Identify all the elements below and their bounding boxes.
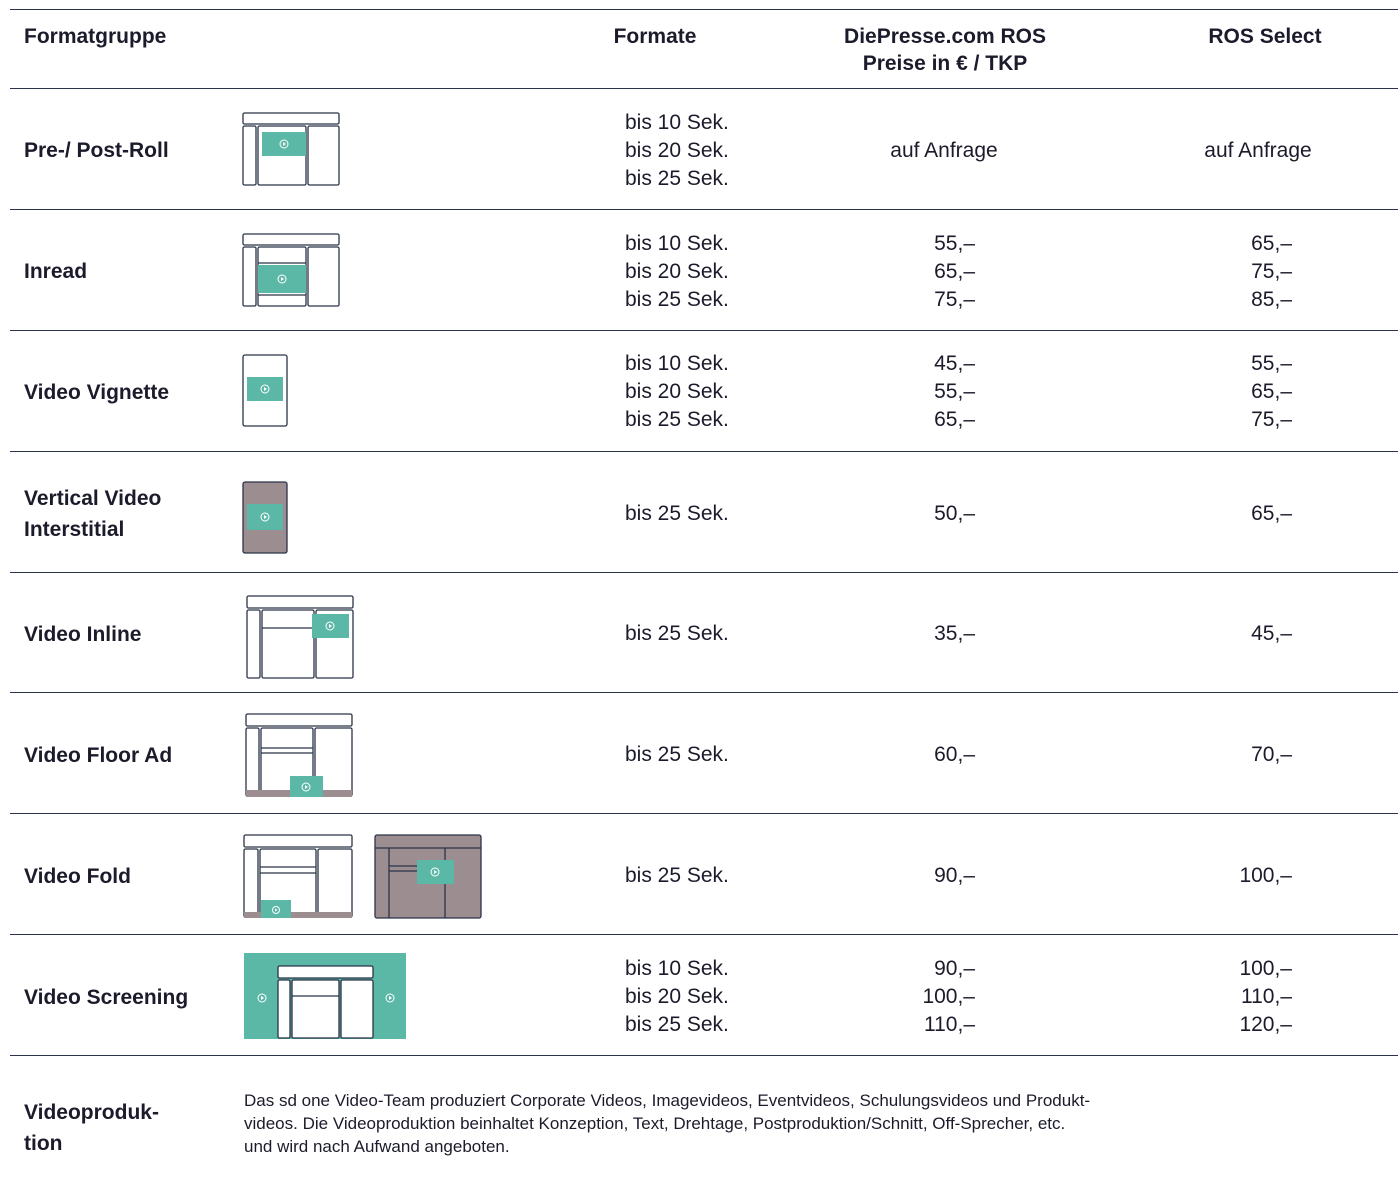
inread-layout-icon (242, 233, 340, 307)
row-name-video-inline: Video Inline (24, 623, 142, 646)
row-formats-video-vignette: bis 10 Sek. bis 20 Sek. bis 25 Sek. (625, 350, 805, 434)
row-name-video-fold: Video Fold (24, 865, 131, 888)
vertical-video-interstitial-layout-icon (242, 481, 288, 554)
videoproduktion-title: Videoproduk- tion (24, 1097, 214, 1159)
row-name-pre-post-roll: Pre-/ Post-Roll (24, 139, 169, 162)
row-price-ros-inread: 55,– 65,– 75,– (780, 230, 975, 314)
header-formate: Formate (613, 25, 697, 48)
row-price-ros-video-screening: 90,– 100,– 110,– (780, 955, 975, 1039)
row-price-select-video-screening: 100,– 110,– 120,– (1100, 955, 1292, 1039)
row-price-ros-pre-post-roll: auf Anfrage (890, 139, 998, 162)
price-value: 110,– (1241, 985, 1292, 1008)
video-fold-layout-icon (243, 834, 482, 919)
row-price-ros-video-floor-ad: 60,– (934, 743, 975, 766)
price-value: 75,– (1251, 408, 1292, 431)
row-price-ros-video-inline: 35,– (934, 622, 975, 645)
header-diepresse-ros-line1: DiePresse.com ROS (844, 25, 1046, 48)
format-value: bis 20 Sek. (625, 985, 729, 1008)
row-name-video-floor-ad: Video Floor Ad (24, 744, 173, 767)
table-top-rule (10, 9, 1398, 10)
format-value: bis 10 Sek. (625, 957, 729, 980)
price-value: 55,– (1251, 352, 1292, 375)
row-price-select-video-inline: 45,– (1251, 622, 1292, 645)
format-value: bis 25 Sek. (625, 1013, 729, 1036)
row-rule (10, 692, 1398, 693)
videoproduktion-title-line2: tion (24, 1132, 63, 1155)
row-rule (10, 813, 1398, 814)
header-formatgruppe: Formatgruppe (24, 25, 167, 48)
price-value: 110,– (924, 1013, 975, 1036)
price-value: 65,– (1251, 232, 1292, 255)
row-rule (10, 572, 1398, 573)
row-formats-pre-post-roll: bis 10 Sek. bis 20 Sek. bis 25 Sek. (625, 109, 805, 193)
row-formats-video-screening: bis 10 Sek. bis 20 Sek. bis 25 Sek. (625, 955, 805, 1039)
format-value: bis 10 Sek. (625, 111, 729, 134)
price-value: 65,– (934, 260, 975, 283)
row-price-ros-video-fold: 90,– (934, 864, 975, 887)
pre-post-roll-layout-icon (242, 112, 340, 186)
format-value: bis 10 Sek. (625, 232, 729, 255)
price-value: 90,– (934, 957, 975, 980)
header-rule (10, 88, 1398, 89)
row-formats-video-fold: bis 25 Sek. (625, 864, 729, 887)
price-value: 100,– (922, 985, 975, 1008)
row-rule (10, 1055, 1398, 1056)
header-diepresse-ros-line2: Preise in € / TKP (862, 52, 1028, 75)
row-rule (10, 209, 1398, 210)
format-value: bis 10 Sek. (625, 352, 729, 375)
row-price-ros-video-vignette: 45,– 55,– 65,– (780, 350, 975, 434)
row-rule (10, 934, 1398, 935)
row-price-select-pre-post-roll: auf Anfrage (1204, 139, 1312, 162)
row-name-line2: Interstitial (24, 518, 125, 541)
video-inline-layout-icon (246, 595, 354, 679)
row-price-select-vertical-video-interstitial: 65,– (1251, 502, 1292, 525)
video-floor-ad-layout-icon (245, 713, 353, 797)
row-rule (10, 451, 1398, 452)
format-value: bis 25 Sek. (625, 167, 729, 190)
description-line: Das sd one Video-Team produziert Corpora… (244, 1091, 1091, 1110)
format-value: bis 25 Sek. (625, 288, 729, 311)
price-value: 55,– (934, 380, 975, 403)
price-value: 65,– (934, 408, 975, 431)
videoproduktion-description: Das sd one Video-Team produziert Corpora… (244, 1089, 1324, 1158)
row-name-video-screening: Video Screening (24, 986, 189, 1009)
row-name-inread: Inread (24, 260, 88, 283)
video-vignette-layout-icon (242, 354, 288, 427)
format-value: bis 20 Sek. (625, 380, 729, 403)
row-price-select-video-vignette: 55,– 65,– 75,– (1100, 350, 1292, 434)
price-value: 100,– (1239, 957, 1292, 980)
format-value: bis 25 Sek. (625, 408, 729, 431)
row-formats-inread: bis 10 Sek. bis 20 Sek. bis 25 Sek. (625, 230, 805, 314)
price-value: 75,– (1251, 260, 1292, 283)
row-formats-vertical-video-interstitial: bis 25 Sek. (625, 502, 729, 525)
price-value: 120,– (1239, 1013, 1292, 1036)
videoproduktion-title-line1: Videoproduk- (24, 1101, 159, 1124)
price-value: 55,– (934, 232, 975, 255)
price-value: 75,– (934, 288, 975, 311)
price-value: 65,– (1251, 380, 1292, 403)
format-value: bis 20 Sek. (625, 260, 729, 283)
video-screening-layout-icon (244, 953, 406, 1039)
description-line: videos. Die Videoproduktion beinhaltet K… (244, 1114, 1066, 1133)
description-line: und wird nach Aufwand angeboten. (244, 1137, 510, 1156)
row-rule (10, 330, 1398, 331)
price-value: 45,– (934, 352, 975, 375)
header-ros-select: ROS Select (1208, 25, 1322, 48)
row-price-select-inread: 65,– 75,– 85,– (1100, 230, 1292, 314)
row-price-select-video-floor-ad: 70,– (1251, 743, 1292, 766)
header-diepresse-ros: DiePresse.com ROS Preise in € / TKP (810, 23, 1080, 77)
row-price-select-video-fold: 100,– (1239, 864, 1292, 887)
row-name-line1: Vertical Video (24, 487, 162, 510)
row-name-vertical-video-interstitial: Vertical Video Interstitial (24, 483, 161, 545)
format-value: bis 20 Sek. (625, 139, 729, 162)
price-value: 85,– (1251, 288, 1292, 311)
row-formats-video-inline: bis 25 Sek. (625, 622, 729, 645)
row-formats-video-floor-ad: bis 25 Sek. (625, 743, 729, 766)
row-price-ros-vertical-video-interstitial: 50,– (934, 502, 975, 525)
row-name-video-vignette: Video Vignette (24, 381, 170, 404)
